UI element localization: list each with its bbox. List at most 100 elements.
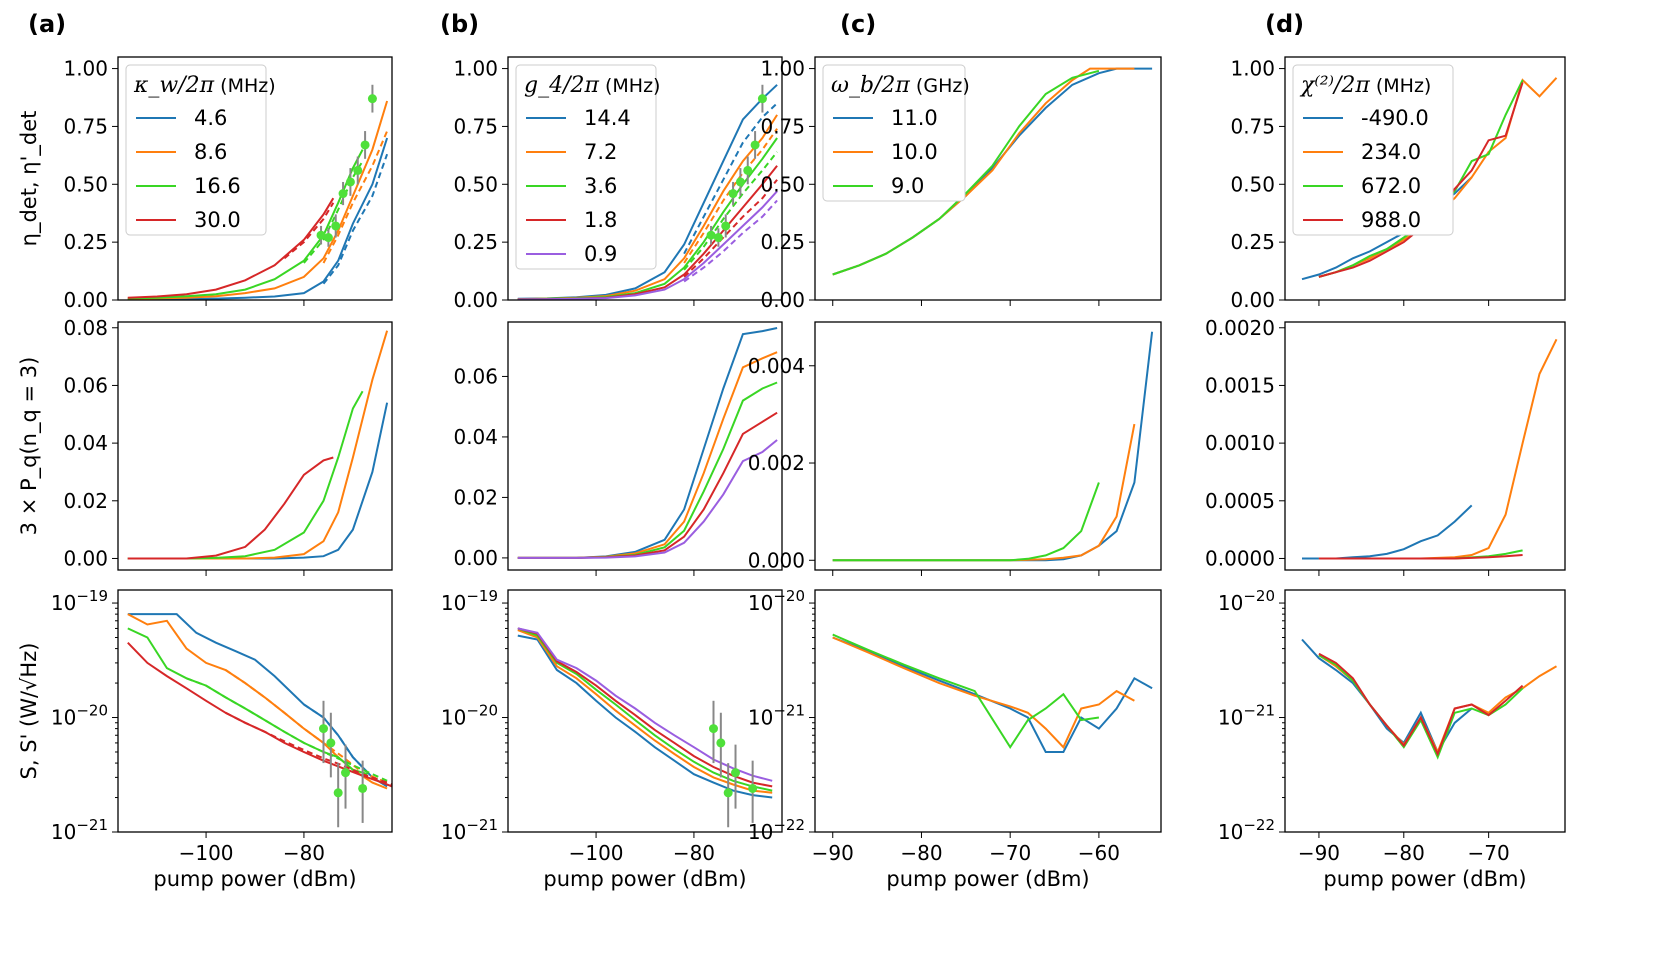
data-point <box>731 768 741 778</box>
series-line-1.8 <box>517 411 778 559</box>
x-axis-label: pump power (dBm) <box>153 867 356 891</box>
data-point <box>333 788 343 798</box>
y-tick-label: 10−21 <box>441 816 498 844</box>
data-point <box>716 738 726 748</box>
axes-frame <box>1284 56 1566 301</box>
tick-exponent: −21 <box>773 702 805 720</box>
y-tick-label: 0.04 <box>453 425 498 449</box>
x-tick-label: −60 <box>1078 841 1120 865</box>
legend-title-math: g_4/2π <box>524 73 599 98</box>
series-line-8.6 <box>127 330 389 560</box>
y-tick-label: 10−21 <box>51 816 108 844</box>
series-line-234.0 <box>1318 338 1558 560</box>
subplot-b-P: 0.00 0.02 0.04 0.06 <box>453 321 783 576</box>
legend-title-unit: (MHz) <box>214 75 276 97</box>
series-line-11.0 <box>832 636 1153 753</box>
x-axis-label: pump power (dBm) <box>1323 867 1526 891</box>
legend-title-unit: (MHz) <box>1370 75 1432 97</box>
series-dashed-3.6 <box>683 151 778 271</box>
y-tick-label: 10−21 <box>1218 702 1275 730</box>
legend-label-0.9: 0.9 <box>584 242 617 266</box>
tick-base: 10 <box>748 706 773 730</box>
tick-base: 10 <box>441 591 466 615</box>
y-tick-label: 0.50 <box>760 172 805 196</box>
series-dashed-16.6 <box>186 677 388 782</box>
legend-label-3.6: 3.6 <box>584 174 617 198</box>
y-tick-label: 10−20 <box>748 587 805 615</box>
axes-frame <box>507 589 783 833</box>
axes-frame <box>117 321 393 571</box>
y-tick-label: 1.00 <box>453 57 498 81</box>
y-tick-label: 0.00 <box>63 546 108 570</box>
x-axis-label: pump power (dBm) <box>886 867 1089 891</box>
legend-title-math: ω_b/2π <box>831 73 910 98</box>
y-axis-label: S, S' (W/√Hz) <box>17 643 41 780</box>
subplot-a-P: 0.00 0.02 0.04 0.06 0.08 3 × P_q(n_q = 3) <box>17 316 393 576</box>
y-tick-label: 0.75 <box>63 114 108 138</box>
panel-label-d: (d) <box>1265 10 1304 38</box>
legend-label-9.0: 9.0 <box>891 174 924 198</box>
y-tick-label: 0.25 <box>63 230 108 254</box>
data-point <box>723 788 733 798</box>
data-point <box>757 94 767 104</box>
y-tick-label: 10−20 <box>1218 587 1275 615</box>
x-tick-label: −90 <box>812 841 854 865</box>
y-tick-label: 0.0005 <box>1205 489 1275 513</box>
y-tick-label: 0.02 <box>63 489 108 513</box>
series-line-988.0 <box>1318 554 1523 560</box>
y-tick-label: 0.00 <box>63 288 108 312</box>
legend-label-1.8: 1.8 <box>584 208 617 232</box>
legend-label--490.0: -490.0 <box>1361 106 1429 130</box>
series-line-234.0 <box>1318 654 1557 755</box>
legend-label-234.0: 234.0 <box>1361 140 1421 164</box>
y-tick-label: 10−19 <box>441 587 498 615</box>
legend-title-math: χ⁽²⁾/2π <box>1299 73 1370 98</box>
axes-frame <box>507 56 783 301</box>
y-tick-label: 10−22 <box>748 816 805 844</box>
data-point <box>331 221 341 231</box>
series-line-1.8 <box>517 627 773 788</box>
data-point <box>743 165 753 175</box>
axes-frame <box>814 321 1162 571</box>
axes-frame <box>1284 589 1566 833</box>
x-tick-label: −80 <box>283 841 325 865</box>
tick-base: 10 <box>51 591 76 615</box>
data-point <box>748 783 758 793</box>
panel-label-b: (b) <box>440 10 479 38</box>
y-tick-label: 0.08 <box>63 316 108 340</box>
legend-label-7.2: 7.2 <box>584 140 617 164</box>
series-line-30.0 <box>127 456 334 560</box>
x-axis-label: pump power (dBm) <box>543 867 746 891</box>
tick-base: 10 <box>748 820 773 844</box>
series-group <box>127 84 389 300</box>
data-point <box>713 233 723 243</box>
series-line-0.9 <box>517 439 778 559</box>
legend-label-30.0: 30.0 <box>194 208 241 232</box>
series-line-4.6 <box>127 613 388 788</box>
series-line-0.9 <box>517 190 778 300</box>
series-line-0.9 <box>517 627 773 782</box>
y-tick-label: 0.0010 <box>1205 431 1275 455</box>
y-tick-label: 0.50 <box>453 172 498 196</box>
data-point <box>706 230 716 240</box>
y-tick-label: 10−20 <box>51 702 108 730</box>
series-group <box>517 84 778 300</box>
tick-exponent: −21 <box>1243 702 1275 720</box>
y-tick-label: 1.00 <box>760 57 805 81</box>
tick-base: 10 <box>748 591 773 615</box>
tick-exponent: −20 <box>1243 587 1275 605</box>
series-line-7.2 <box>517 351 778 559</box>
axes-frame <box>814 56 1162 301</box>
y-tick-label: 0.004 <box>748 354 805 378</box>
panel-label-a: (a) <box>28 10 66 38</box>
data-point <box>316 230 326 240</box>
y-tick-label: 10−20 <box>441 702 498 730</box>
panel-label-c: (c) <box>840 10 876 38</box>
y-tick-label: 0.02 <box>453 485 498 509</box>
tick-exponent: −20 <box>773 587 805 605</box>
legend-label-11.0: 11.0 <box>891 106 938 130</box>
tick-base: 10 <box>1218 820 1243 844</box>
y-tick-label: 0.06 <box>63 373 108 397</box>
